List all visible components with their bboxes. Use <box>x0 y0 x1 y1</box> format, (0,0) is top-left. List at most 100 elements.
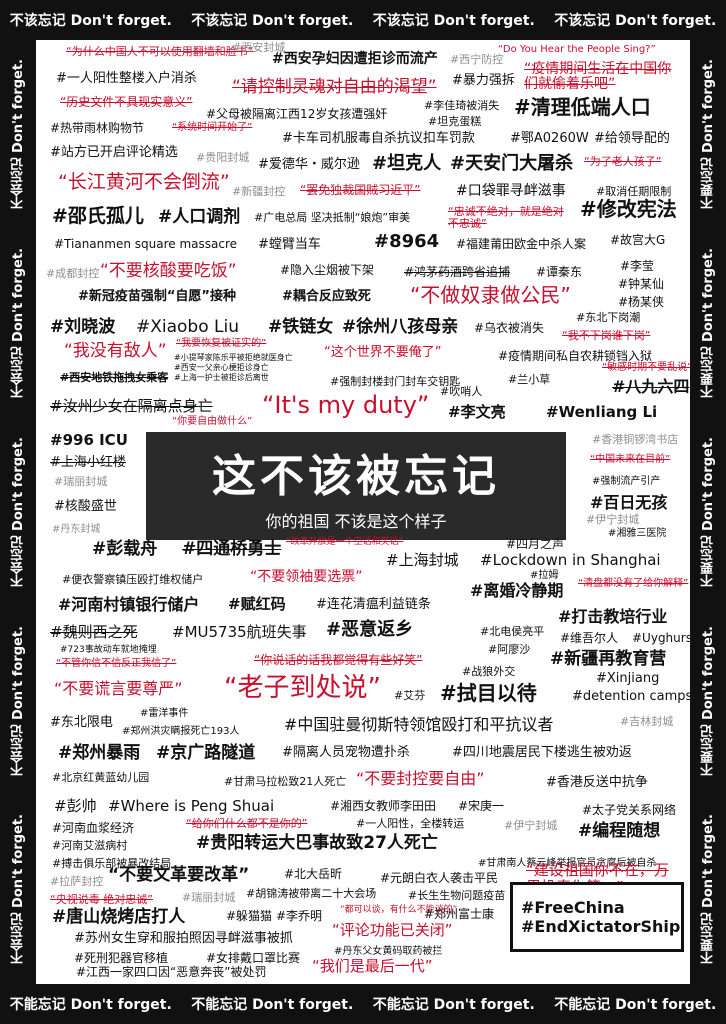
phrase: #Xiaobo Liu <box>136 317 239 337</box>
phrase: #长生生物问题疫苗 <box>408 889 506 902</box>
phrase: “中国未来在目前” <box>590 454 671 465</box>
phrase: #Lockdown in Shanghai <box>480 551 661 569</box>
phrase: #Where is Peng Shuai <box>108 797 275 815</box>
phrase: #四月之声 <box>506 537 565 551</box>
phrase: #暴力强拆 <box>452 73 515 88</box>
phrase: #甘肃马拉松致21人死亡 <box>224 775 347 788</box>
phrase: #郑州洪灾瞒报死亡193人 <box>122 726 240 737</box>
phrase: “不要领袖要选票” <box>250 569 363 585</box>
phrase: #钟某仙 <box>618 277 665 291</box>
phrase: #故宫大G <box>610 233 666 247</box>
phrase: #河南艾滋病村 <box>52 839 128 852</box>
phrase: “我没有敌人” <box>64 341 167 361</box>
frame-text: 不能忘记 Don't forget. <box>554 997 717 1013</box>
phrase: #热带雨林购物节 <box>50 121 145 135</box>
phrase: “不做奴隶做公民” <box>410 283 571 307</box>
frame-right-band: 不要忘记 Don't forget. 不要忘记 Don't forget. 不要… <box>690 40 726 984</box>
phrase: #新疆封控 <box>232 185 286 198</box>
frame-text: 不该忘记 Don't forget. <box>9 13 172 29</box>
phrase: #给领导配的 <box>594 131 670 146</box>
phrase: #汝州少女在隔离点身亡 <box>50 397 213 415</box>
phrase: #修改宪法 <box>580 197 677 221</box>
phrase: #北电侯亮平 <box>480 625 545 638</box>
phrase: #东北限电 <box>50 715 113 730</box>
phrase: #爱德华・威尔逊 <box>258 157 360 172</box>
phrase: #人口调剂 <box>158 207 241 227</box>
phrase: “老子到处说” <box>224 673 381 703</box>
phrase: “不要谎言要尊严” <box>54 679 183 698</box>
phrase: “这个世界不要俺了” <box>324 345 442 360</box>
phrase: “你要自由做什么” <box>172 416 253 427</box>
phrase: #雷洋事件 <box>140 708 189 719</box>
phrase: #广电总局 坚决抵制“娘炮”审美 <box>254 211 411 224</box>
phrase: #贵阳转运大巴事故致27人死亡 <box>196 833 438 853</box>
phrase: “为什么中国人不可以使用翻墙和脸书” <box>66 45 254 58</box>
phrase: #瑞丽封城 <box>182 891 236 904</box>
phrase: #恶意返乡 <box>326 619 414 640</box>
phrase: #四川地震居民下楼逃生被劝返 <box>452 745 632 760</box>
phrase: #丹东父女黄码取药被拦 <box>334 946 443 957</box>
phrase: #京广路隧道 <box>156 743 256 763</box>
phrase: #河南村镇银行储户 <box>58 595 200 614</box>
phrase: #连花清瘟利益链条 <box>316 597 431 612</box>
phrase: #detention camps <box>572 689 690 704</box>
phrase: #吉林封城 <box>620 715 674 728</box>
phrase: #Wenliang Li <box>546 403 658 421</box>
frame-bottom-band: 不能忘记 Don't forget. 不能忘记 Don't forget. 不能… <box>0 984 726 1024</box>
phrase: #李乔明 <box>276 909 323 923</box>
frame-left-band: 不会忘记 Don't forget. 不会忘记 Don't forget. 不会… <box>0 40 36 984</box>
phrase: #强制流产引产 <box>592 476 661 487</box>
frame-text: 不要忘记 Don't forget. <box>700 436 716 588</box>
phrase: #艾芬 <box>394 689 426 702</box>
hashtag-end-xictatorship: #EndXictatorShip <box>521 917 681 936</box>
phrase: #8964 <box>374 231 440 252</box>
phrase: #赋红码 <box>228 595 286 613</box>
hashtag-free-china: #FreeChina <box>521 898 625 917</box>
phrase: #东北下岗潮 <box>576 311 641 324</box>
central-title-panel: 这不该被忘记 你的祖国 不该是这个样子 <box>146 432 566 540</box>
phrase: #中国驻曼彻斯特领馆殴打和平抗议者 <box>284 715 554 734</box>
phrase: #拉萨封控 <box>50 875 104 888</box>
phrase: #隐入尘烟被下架 <box>280 263 375 277</box>
phrase: #北京红黄蓝幼儿园 <box>52 771 150 784</box>
phrase: #上海一护士被拒诊后离世 <box>174 373 269 382</box>
phrase: #李文亮 <box>448 403 506 421</box>
phrase: #甘肃南人蔡云峰举报官员贪腐后被自杀 <box>478 858 657 869</box>
phrase: #河南血浆经济 <box>52 821 135 835</box>
phrase: #李莹 <box>620 259 655 273</box>
frame-text: 不会忘记 Don't forget. <box>10 247 26 399</box>
phrase: #Uyghurs <box>632 631 690 645</box>
phrase: #拭目以待 <box>440 681 537 705</box>
phrase: “敏感时期不要乱说” <box>602 362 690 373</box>
phrase: #邵氏孤儿 <box>52 205 144 227</box>
frame-top-band: 不该忘记 Don't forget. 不该忘记 Don't forget. 不该… <box>0 0 726 40</box>
phrase: “不要文革要改革” <box>108 865 250 885</box>
phrase: #搏击俱乐部被暴改结局 <box>52 857 172 870</box>
phrase: #西安封城 <box>232 41 286 54</box>
phrase: #胡锦涛被带离二十大会场 <box>246 887 377 900</box>
phrase: #谭秦东 <box>536 265 583 279</box>
phrase: #彭帅 <box>54 797 97 815</box>
phrase: #瑞丽封城 <box>54 475 108 488</box>
frame-text: 不会忘记 Don't forget. <box>10 625 26 777</box>
phrase: #一人阳性整楼入户消杀 <box>56 71 197 86</box>
phrase: “为了老人孩子” <box>584 155 662 168</box>
phrase: “忠诚不绝对，就是绝对不忠诚” <box>448 205 564 231</box>
phrase: #百日无孩 <box>590 493 668 512</box>
phrase: #唐山烧烤店打人 <box>52 907 186 927</box>
phrase: “央视说毒 绝对忠诚” <box>50 893 153 906</box>
phrase: #太子党关系网络 <box>582 803 677 817</box>
phrase: #上海小红楼 <box>50 455 126 470</box>
phrase: “系统时间开始了” <box>172 122 253 133</box>
phrase: #天安门大屠杀 <box>450 153 574 174</box>
phrase: #江西一家四口因“恶意奔丧”被处罚 <box>76 965 267 979</box>
phrase: “给你们什么都不是你的” <box>186 817 308 830</box>
phrase: #维吾尔人 <box>560 631 619 645</box>
phrase: #福建莆田欧金中杀人案 <box>456 237 587 251</box>
phrase: #死刑犯器官移植 <box>74 951 169 965</box>
phrase: #乌衣被消失 <box>474 321 545 335</box>
phrase: #鄂A0260W <box>510 131 589 146</box>
phrase: #强制封楼封门封车交钥匙 <box>330 375 461 388</box>
phrase: #疫情期间私自农耕锁铛入狱 <box>498 349 653 363</box>
phrase: #Xinjiang <box>596 671 660 686</box>
